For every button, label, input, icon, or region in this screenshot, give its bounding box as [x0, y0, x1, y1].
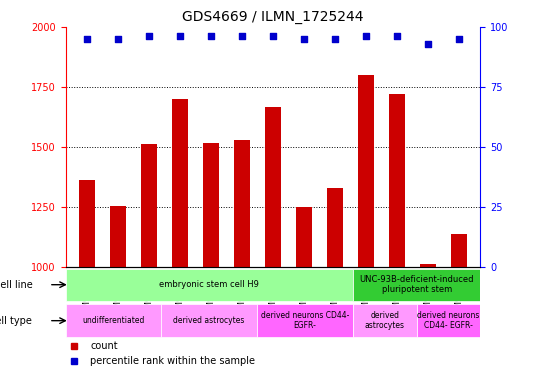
- Point: [330, 36, 339, 42]
- Point: [83, 36, 92, 42]
- Point: [424, 41, 432, 47]
- Title: GDS4669 / ILMN_1725244: GDS4669 / ILMN_1725244: [182, 10, 364, 25]
- Text: derived neurons
CD44- EGFR-: derived neurons CD44- EGFR-: [417, 311, 480, 330]
- Bar: [234, 140, 250, 267]
- Point: [361, 33, 370, 40]
- Text: embryonic stem cell H9: embryonic stem cell H9: [159, 280, 259, 289]
- FancyBboxPatch shape: [417, 305, 480, 337]
- Bar: [80, 180, 95, 267]
- Point: [207, 33, 216, 40]
- Point: [454, 36, 463, 42]
- Bar: [389, 94, 405, 267]
- FancyBboxPatch shape: [257, 305, 353, 337]
- Point: [145, 33, 153, 40]
- Point: [114, 36, 122, 42]
- Bar: [265, 107, 281, 267]
- Point: [269, 33, 277, 40]
- FancyBboxPatch shape: [66, 305, 161, 337]
- FancyBboxPatch shape: [353, 305, 417, 337]
- Text: derived astrocytes: derived astrocytes: [174, 316, 245, 325]
- Point: [238, 33, 246, 40]
- Bar: [327, 187, 343, 267]
- FancyBboxPatch shape: [353, 268, 480, 301]
- FancyBboxPatch shape: [66, 268, 353, 301]
- Text: undifferentiated: undifferentiated: [82, 316, 145, 325]
- Bar: [141, 144, 157, 267]
- Bar: [203, 143, 219, 267]
- Bar: [358, 75, 373, 267]
- Point: [300, 36, 308, 42]
- Text: UNC-93B-deficient-induced
pluripotent stem: UNC-93B-deficient-induced pluripotent st…: [359, 275, 474, 295]
- FancyBboxPatch shape: [161, 305, 257, 337]
- Bar: [296, 207, 312, 267]
- Text: percentile rank within the sample: percentile rank within the sample: [91, 356, 256, 366]
- Bar: [173, 99, 188, 267]
- Text: derived neurons CD44-
EGFR-: derived neurons CD44- EGFR-: [261, 311, 349, 330]
- Point: [393, 33, 401, 40]
- Bar: [420, 264, 436, 267]
- Bar: [110, 205, 126, 267]
- Point: [176, 33, 185, 40]
- Bar: [451, 234, 466, 267]
- Text: cell type: cell type: [0, 316, 32, 326]
- Text: cell line: cell line: [0, 280, 32, 290]
- Text: derived
astrocytes: derived astrocytes: [365, 311, 405, 330]
- Text: count: count: [91, 341, 118, 351]
